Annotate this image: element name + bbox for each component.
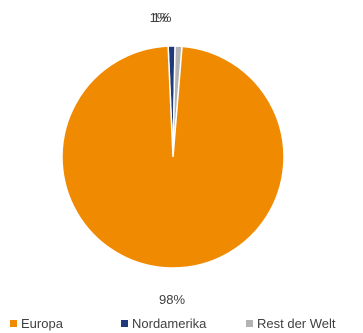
legend-swatch-nordamerika [121, 319, 128, 327]
pie-slice-europa [61, 45, 285, 269]
legend-label-rest-der-welt: Rest der Welt [257, 315, 336, 331]
legend-item-europa: Europa [10, 314, 63, 332]
data-label-rest-der-welt: 1% [153, 10, 172, 25]
legend-item-nordamerika: Nordamerika [121, 314, 206, 332]
legend-label-europa: Europa [21, 315, 63, 331]
data-label-nordamerika: 1% [150, 10, 169, 25]
pie-slices [61, 45, 285, 269]
pie-data-labels: 98%1%1% [150, 10, 186, 307]
legend: Europa Nordamerika Rest der Welt [0, 314, 363, 332]
data-label-europa: 98% [159, 292, 185, 307]
legend-swatch-rest-der-welt [246, 319, 253, 327]
legend-swatch-europa [10, 319, 17, 327]
legend-item-rest-der-welt: Rest der Welt [246, 314, 336, 332]
legend-label-nordamerika: Nordamerika [132, 315, 207, 331]
